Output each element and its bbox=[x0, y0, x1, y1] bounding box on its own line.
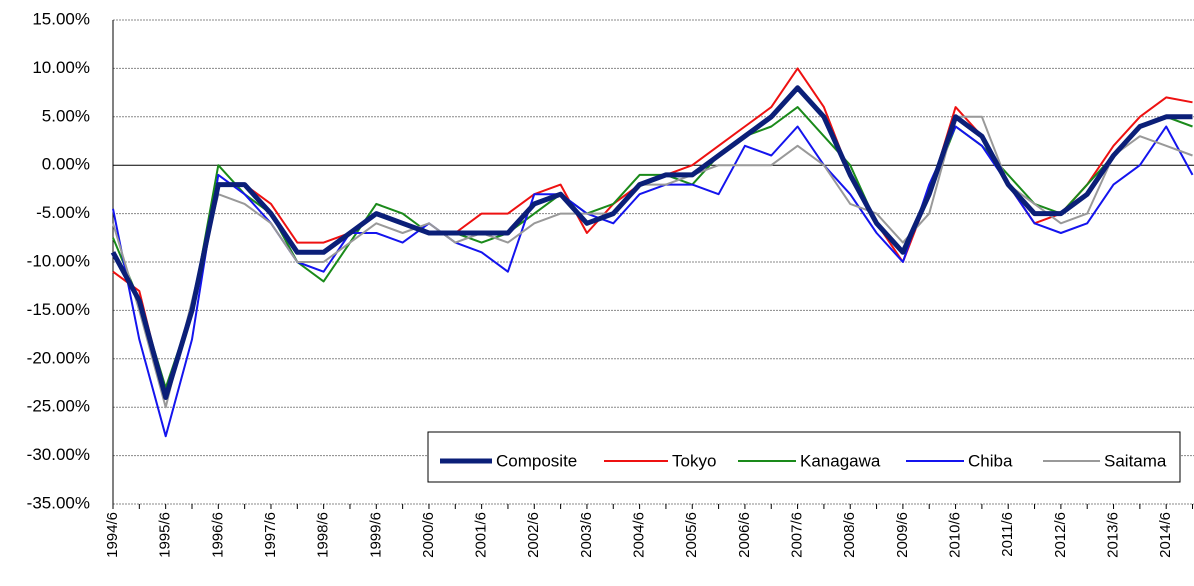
x-tick-label: 1997/6 bbox=[262, 512, 279, 558]
y-tick-label: -15.00% bbox=[27, 300, 90, 319]
x-tick-label: 1998/6 bbox=[315, 512, 332, 558]
legend-label: Composite bbox=[496, 451, 577, 470]
series-line bbox=[112, 115, 1193, 409]
x-tick-label: 2014/6 bbox=[1157, 512, 1174, 558]
legend-label: Saitama bbox=[1104, 451, 1167, 470]
x-tick-label: 2010/6 bbox=[947, 512, 964, 558]
y-tick-label: 10.00% bbox=[32, 58, 90, 77]
y-tick-label: -30.00% bbox=[27, 445, 90, 464]
y-tick-label: 15.00% bbox=[32, 9, 90, 28]
x-tick-label: 2006/6 bbox=[736, 512, 753, 558]
x-tick-label: 2011/6 bbox=[999, 512, 1016, 557]
x-tick-label: 2013/6 bbox=[1105, 512, 1122, 558]
x-tick-label: 1996/6 bbox=[209, 512, 226, 558]
legend-label: Kanagawa bbox=[800, 451, 881, 470]
x-tick-label: 2005/6 bbox=[683, 512, 700, 558]
x-tick-label: 2007/6 bbox=[789, 512, 806, 558]
x-tick-label: 2002/6 bbox=[525, 512, 542, 558]
x-tick-label: 2008/6 bbox=[841, 512, 858, 558]
y-tick-label: 5.00% bbox=[42, 106, 90, 125]
series-line bbox=[112, 125, 1194, 438]
y-tick-label: 0.00% bbox=[42, 155, 90, 174]
x-tick-label: 2001/6 bbox=[473, 512, 490, 558]
x-tick-label: 2004/6 bbox=[631, 512, 648, 558]
y-tick-label: -10.00% bbox=[27, 251, 90, 270]
legend-box bbox=[427, 431, 1181, 483]
y-tick-label: -25.00% bbox=[27, 397, 90, 416]
x-tick-label: 1994/6 bbox=[104, 512, 121, 558]
legend-label: Tokyo bbox=[672, 451, 716, 470]
series-line bbox=[112, 67, 1193, 399]
x-tick-label: 1995/6 bbox=[157, 512, 174, 558]
series-line bbox=[112, 106, 1193, 389]
x-tick-label: 2003/6 bbox=[578, 512, 595, 558]
x-tick-label: 2012/6 bbox=[1052, 512, 1069, 558]
x-tick-label: 1999/6 bbox=[367, 512, 384, 558]
x-tick-label: 2000/6 bbox=[420, 512, 437, 558]
y-tick-label: -35.00% bbox=[27, 493, 90, 512]
x-tick-label: 2009/6 bbox=[894, 512, 911, 558]
y-tick-label: -5.00% bbox=[36, 203, 90, 222]
series-line bbox=[110, 85, 1193, 400]
y-tick-label: -20.00% bbox=[27, 348, 90, 367]
legend-label: Chiba bbox=[968, 451, 1013, 470]
